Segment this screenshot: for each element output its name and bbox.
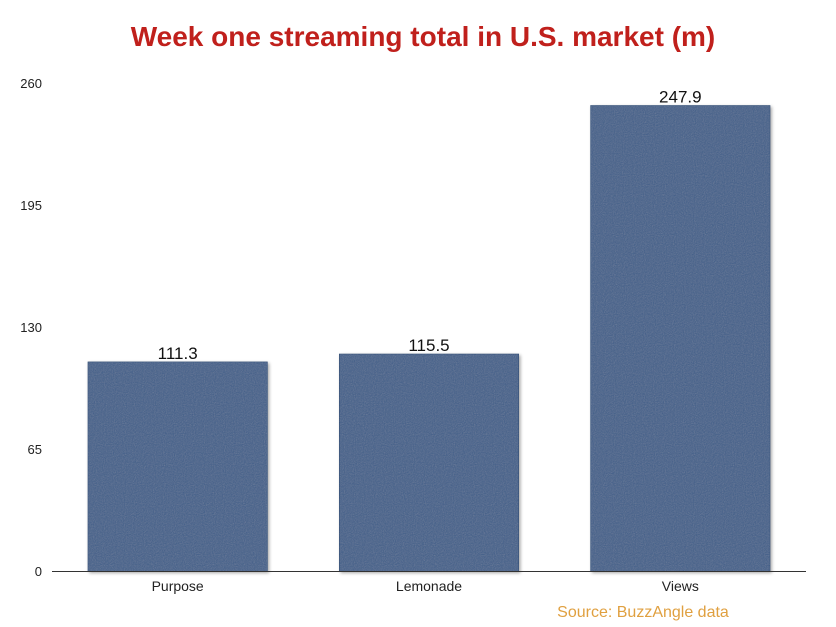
bar-texture (339, 354, 519, 571)
chart-title: Week one streaming total in U.S. market … (131, 21, 716, 52)
value-labels-group: 111.3 115.5 247.9 (158, 88, 702, 363)
x-axis-labels: Purpose Lemonade Views (152, 578, 699, 594)
value-label-purpose: 111.3 (158, 344, 198, 363)
bars-group (87, 105, 771, 572)
x-tick-label-purpose: Purpose (152, 578, 204, 594)
bar-texture (590, 105, 770, 572)
y-axis-ticks: 0 65 130 195 260 (20, 76, 42, 579)
x-tick-label-lemonade: Lemonade (396, 578, 462, 594)
bar-texture (88, 362, 268, 571)
x-tick-label-views: Views (662, 578, 699, 594)
y-tick-label: 130 (20, 320, 42, 335)
y-tick-label: 260 (20, 76, 42, 91)
source-note: Source: BuzzAngle data (557, 604, 729, 621)
value-label-views: 247.9 (659, 88, 702, 107)
y-tick-label: 195 (20, 198, 42, 213)
y-tick-label: 65 (28, 442, 42, 457)
value-label-lemonade: 115.5 (408, 336, 449, 355)
y-tick-label: 0 (35, 564, 42, 579)
